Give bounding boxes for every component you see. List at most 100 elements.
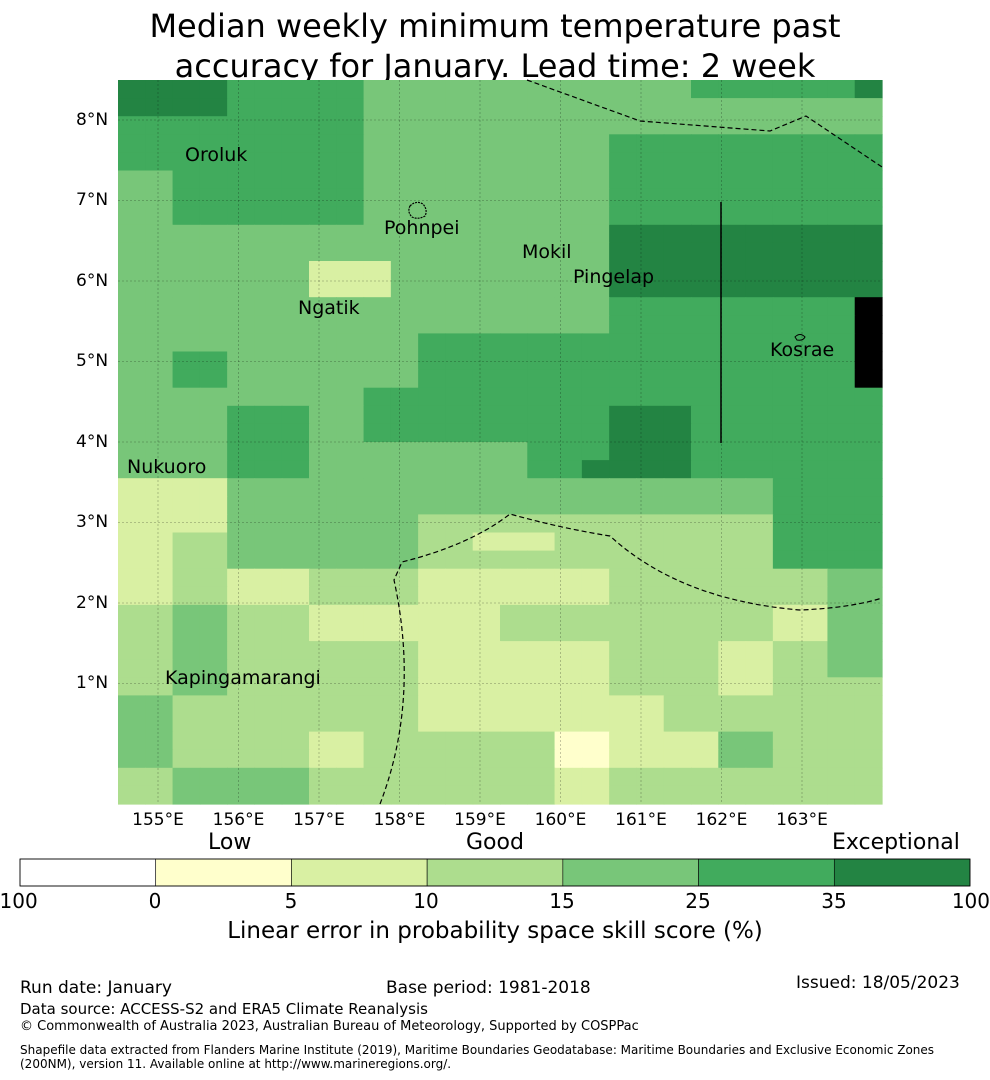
grid-cell — [691, 405, 719, 425]
grid-cell — [172, 550, 201, 570]
grid-cell — [418, 206, 447, 226]
grid-cell — [854, 677, 883, 696]
grid-cell — [227, 261, 256, 280]
grid-cell — [527, 387, 556, 407]
grid-cell — [609, 423, 638, 443]
grid-cell — [336, 297, 365, 316]
grid-cell — [854, 98, 883, 117]
copyright-notice: © Commonwealth of Australia 2023, Austra… — [20, 1019, 639, 1034]
grid-cell — [581, 695, 610, 715]
grid-cell — [172, 224, 201, 244]
grid-cell — [145, 568, 174, 588]
grid-cell — [336, 677, 365, 696]
grid-cell — [199, 98, 228, 117]
grid-cell — [800, 261, 829, 280]
grid-cell — [445, 478, 474, 497]
grid-cell — [854, 297, 883, 316]
grid-cell — [309, 206, 337, 226]
grid-cell — [827, 387, 856, 407]
grid-cell — [609, 713, 638, 733]
grid-cell — [854, 242, 883, 262]
grid-cell — [118, 713, 146, 733]
grid-cell — [718, 242, 747, 262]
grid-cell — [800, 297, 829, 316]
grid-cell — [363, 659, 392, 678]
grid-cell — [445, 641, 474, 660]
grid-cell — [663, 315, 692, 334]
grid-cell — [390, 134, 419, 153]
grid-cell — [336, 550, 365, 570]
grid-cell — [418, 478, 447, 497]
grid-cell — [254, 206, 283, 226]
grid-cell — [336, 134, 365, 153]
grid-cell — [663, 297, 692, 316]
grid-cell — [772, 604, 801, 624]
grid-cell — [718, 405, 747, 425]
grid-cell — [581, 604, 610, 624]
grid-cell — [472, 460, 501, 479]
grid-cell — [500, 387, 528, 407]
grid-cell — [118, 405, 146, 425]
grid-cell — [609, 604, 638, 624]
grid-cell — [336, 315, 365, 334]
grid-cell — [827, 98, 856, 117]
grid-cell — [445, 677, 474, 696]
grid-cell — [718, 152, 747, 172]
grid-cell — [227, 423, 256, 443]
grid-cell — [854, 134, 883, 153]
grid-cell — [145, 623, 174, 642]
grid-cell — [227, 206, 256, 226]
grid-cell — [636, 604, 665, 624]
grid-cell — [227, 188, 256, 208]
grid-cell — [418, 695, 447, 715]
grid-cell — [663, 351, 692, 371]
grid-cell — [118, 478, 146, 497]
grid-cell — [145, 731, 174, 751]
grid-cell — [609, 749, 638, 769]
grid-cell — [118, 460, 146, 479]
grid-cell — [418, 423, 447, 443]
colorbar-segment — [698, 858, 835, 887]
grid-cell — [581, 731, 610, 751]
grid-cell — [527, 152, 556, 172]
grid-cell — [227, 767, 256, 787]
grid-cell — [390, 568, 419, 588]
grid-cell — [418, 170, 447, 190]
grid-cell — [254, 98, 283, 117]
grid-cell — [691, 80, 719, 99]
grid-cell — [718, 767, 747, 787]
grid-cell — [691, 152, 719, 172]
grid-cell — [745, 586, 774, 606]
grid-cell — [390, 333, 419, 353]
grid-cell — [663, 568, 692, 588]
grid-cell — [472, 387, 501, 407]
grid-cell — [363, 242, 392, 262]
grid-cell — [254, 532, 283, 552]
grid-cell — [636, 80, 665, 99]
grid-cell — [609, 695, 638, 715]
grid-cell — [772, 261, 801, 280]
grid-cell — [772, 242, 801, 262]
grid-cell — [609, 442, 638, 461]
grid-cell — [309, 315, 337, 334]
grid-cell — [118, 731, 146, 751]
grid-cell — [445, 351, 474, 371]
grid-cell — [827, 80, 856, 99]
grid-cell — [363, 731, 392, 751]
grid-cell — [772, 641, 801, 660]
grid-cell — [554, 460, 583, 479]
grid-cell — [445, 188, 474, 208]
grid-cell — [800, 550, 829, 570]
grid-cell — [281, 279, 310, 298]
grid-cell — [500, 695, 528, 715]
grid-cell — [145, 442, 174, 461]
grid-cell — [254, 749, 283, 769]
grid-cell — [390, 586, 419, 606]
grid-cell — [390, 242, 419, 262]
grid-cell — [418, 134, 447, 153]
grid-cell — [691, 297, 719, 316]
grid-cell — [445, 369, 474, 389]
grid-cell — [363, 423, 392, 443]
grid-cell — [199, 460, 228, 479]
grid-cell — [254, 478, 283, 497]
